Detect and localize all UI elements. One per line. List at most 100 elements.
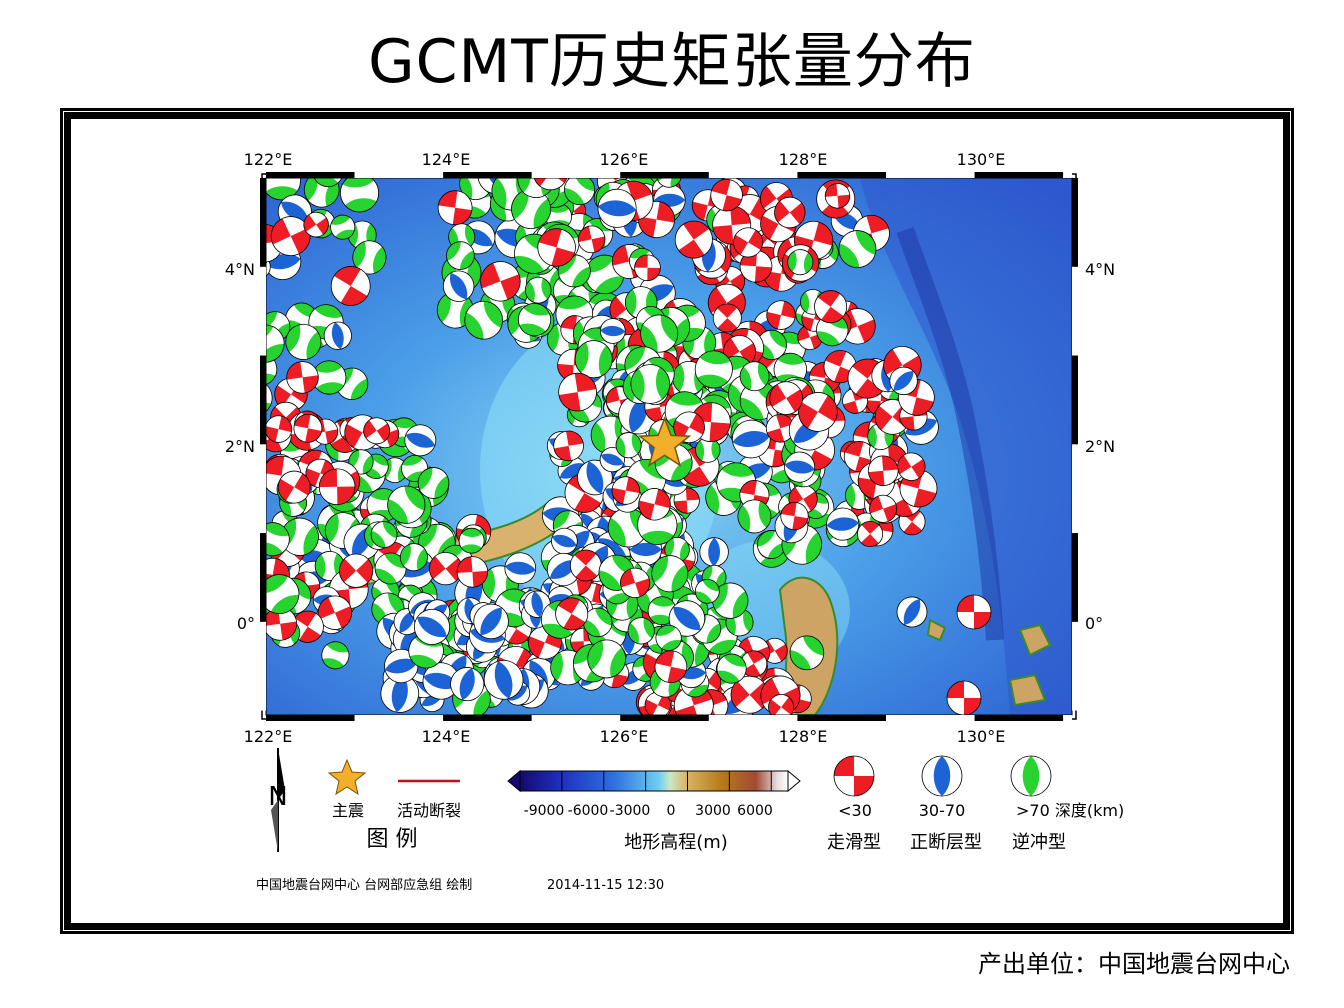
focal-mechanism-beachball (277, 470, 311, 504)
lon-label-bottom-122: 122°E (243, 727, 293, 746)
map-frame-segment (1072, 444, 1078, 534)
lon-label-bottom-124: 124°E (421, 727, 471, 746)
map-frame-segment (1072, 178, 1078, 267)
page-title: GCMT历史矩张量分布 (368, 27, 976, 97)
lat-label-left-2n: 2°N (224, 437, 255, 456)
focal-mechanism-beachball (464, 300, 504, 340)
map-frame-segment (1063, 172, 1072, 178)
focal-mechanism-beachball (323, 321, 352, 350)
legend-normal-fault-beachball-icon (921, 755, 963, 797)
depth-label-mid: 30-70 (918, 801, 966, 820)
focal-mechanism-beachball (551, 527, 578, 555)
outer-frame (60, 108, 1294, 934)
lon-label-top-128: 128°E (778, 150, 828, 169)
focal-mechanism-beachball (266, 522, 290, 557)
depth-label-shallow: <30 (838, 801, 872, 820)
focal-mechanism-beachball (266, 324, 285, 363)
lon-label-bottom-128: 128°E (778, 727, 828, 746)
lon-label-top-122: 122°E (243, 150, 293, 169)
colorbar-title: 地形高程(m) (624, 832, 728, 853)
map-frame-segment (260, 266, 266, 356)
focal-mechanism-beachball (740, 650, 768, 678)
focal-mechanism-beachball (330, 214, 356, 240)
map-frame-segment (531, 715, 621, 721)
focal-mechanism-beachball (896, 596, 928, 628)
focal-mechanism-beachball (824, 183, 851, 209)
focal-mechanism-beachball (511, 188, 552, 230)
focal-mechanism-beachball (339, 553, 374, 588)
focal-mechanism-beachball (314, 550, 345, 582)
timestamp: 2014-11-15 12:30 (547, 878, 665, 893)
focal-mechanism-beachball (537, 228, 576, 267)
map-frame-segment (1072, 266, 1078, 356)
lon-label-bottom-130: 130°E (956, 727, 1006, 746)
colorbar-tick-label: -3000 (609, 803, 651, 819)
colorbar-tick-label: 3000 (695, 803, 731, 819)
focal-mechanism-beachball (615, 432, 642, 459)
map-frame-segment (1072, 355, 1078, 445)
focal-mechanism-beachball (712, 303, 742, 333)
map-frame-segment (266, 172, 355, 178)
focal-mechanism-beachball (640, 314, 679, 353)
focal-mechanism-beachball (339, 178, 380, 213)
map-frame-segment (797, 172, 886, 178)
north-arrow-icon (271, 748, 285, 852)
legend-fault-label: 活动断裂 (396, 801, 462, 820)
focal-mechanism-beachball (532, 178, 569, 191)
inner-frame (64, 112, 1290, 930)
legend-title: 图 例 (366, 827, 418, 852)
lat-label-right-2n: 2°N (1085, 437, 1116, 456)
focal-mechanism-beachball (765, 413, 795, 443)
focal-mechanism-beachball (731, 419, 771, 459)
focal-mechanism-beachball (716, 653, 747, 684)
focal-mechanism-beachball (867, 455, 899, 487)
lat-label-right-0: 0° (1085, 614, 1104, 633)
map-frame-segment (354, 715, 444, 721)
focal-mechanism-beachball (266, 415, 293, 443)
colorbar-tick-label: 0 (666, 803, 676, 819)
trench-axis (896, 226, 1004, 641)
lon-label-top-130: 130°E (956, 150, 1006, 169)
focal-mechanism-beachball (504, 552, 537, 585)
lon-label-top-124: 124°E (421, 150, 471, 169)
lon-label-bottom-126: 126°E (599, 727, 649, 746)
focal-mechanism-beachball (597, 188, 637, 228)
map-frame-segment (443, 715, 532, 721)
map-frame-segment (260, 355, 266, 445)
focal-mechanism-beachball (668, 600, 706, 637)
colorbar-tick-label: 6000 (737, 803, 773, 819)
focal-mechanism-beachball (450, 667, 485, 702)
focal-mechanism-beachball (946, 680, 982, 715)
focal-mechanism-beachball (674, 220, 713, 259)
focal-mechanism-beachball (814, 290, 848, 324)
map-frame-segment (886, 715, 975, 721)
focal-mechanism-beachball (673, 411, 705, 444)
focal-mechanism-beachball (270, 216, 311, 257)
map-frame-segment (974, 715, 1064, 721)
type-label-normal: 正断层型 (910, 832, 982, 853)
lat-label-left-4n: 4°N (224, 260, 255, 279)
map-frame-segment (1072, 621, 1078, 711)
map-frame-segment (797, 715, 886, 721)
focal-mechanism-beachball (655, 624, 682, 652)
focal-mechanism-beachball (266, 574, 300, 614)
type-label-thrust: 逆冲型 (1012, 832, 1066, 853)
map-frame-segment (260, 444, 266, 534)
footer-credit: 产出单位：中国地震台网中心 (978, 950, 1290, 978)
focal-mechanism-beachball (956, 594, 992, 630)
map-frame-segment (266, 715, 355, 721)
map-frame-segment (708, 715, 798, 721)
map-frame-segment (260, 533, 266, 622)
focal-mechanism-beachball (456, 556, 489, 588)
focal-mechanism-beachball (266, 178, 301, 201)
map-frame-segment (620, 715, 709, 721)
focal-mechanism-beachball (712, 582, 749, 619)
focal-mechanism-beachball (889, 366, 918, 396)
focal-mechanism-beachball (656, 178, 682, 188)
islands-east (926, 618, 1052, 707)
mainshock-star-icon (637, 416, 692, 468)
colorbar (507, 769, 801, 793)
map-frame-segment (260, 178, 266, 267)
focal-mechanism-beachball (352, 240, 387, 275)
